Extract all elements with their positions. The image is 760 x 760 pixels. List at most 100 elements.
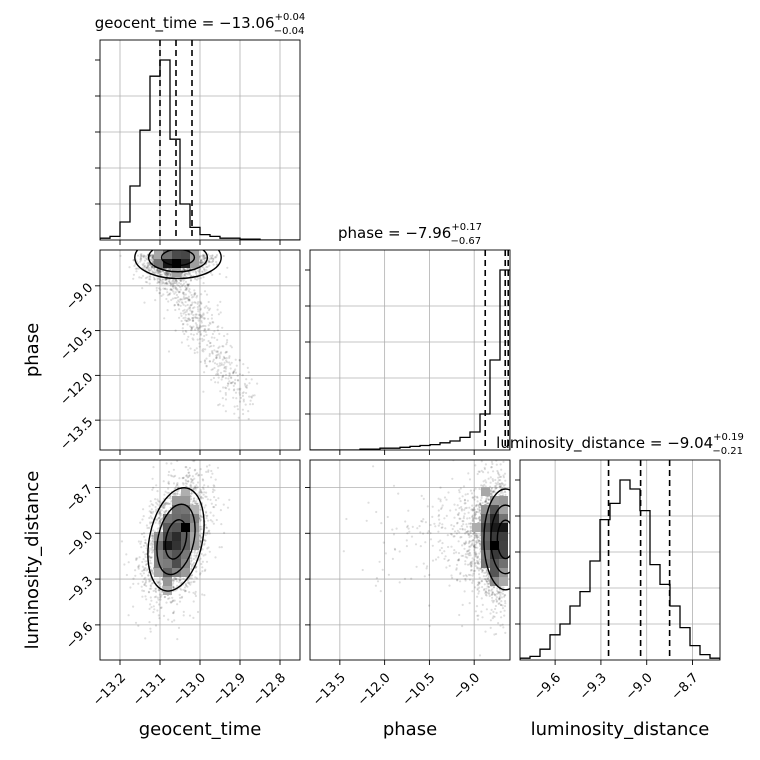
sample-point — [225, 350, 229, 353]
sample-point — [504, 483, 507, 486]
sample-point — [155, 601, 158, 604]
sample-point — [246, 384, 249, 387]
sample-point — [198, 268, 201, 272]
sample-point — [471, 509, 474, 512]
sample-point — [149, 585, 152, 588]
sample-point — [191, 316, 194, 320]
sample-point — [200, 259, 203, 262]
sample-point — [191, 318, 195, 322]
sample-point — [158, 271, 161, 274]
sample-point — [151, 260, 154, 263]
sample-point — [199, 317, 202, 320]
sample-point — [342, 550, 345, 553]
sample-point — [182, 614, 185, 617]
sample-point — [148, 578, 151, 581]
sample-point — [500, 591, 503, 594]
sample-point — [212, 505, 215, 509]
sample-point — [203, 328, 206, 331]
sample-point — [203, 268, 206, 271]
sample-point — [188, 273, 191, 276]
sample-point — [473, 489, 476, 492]
sample-point — [190, 303, 193, 306]
sample-point — [211, 254, 214, 258]
sample-point — [193, 349, 196, 352]
sample-point — [199, 540, 202, 543]
sample-point — [188, 298, 191, 301]
sample-point — [171, 284, 175, 288]
sample-point — [148, 269, 151, 272]
sample-point — [168, 502, 171, 506]
sample-point — [186, 581, 189, 584]
sample-point — [138, 564, 141, 567]
sample-point — [204, 539, 207, 542]
sample-point — [186, 323, 189, 326]
sample-point — [157, 581, 160, 584]
sample-point — [163, 493, 166, 496]
sample-point — [140, 253, 143, 256]
sample-point — [235, 397, 238, 400]
sample-point — [219, 300, 222, 303]
sample-point — [166, 291, 169, 294]
sample-point — [151, 544, 154, 547]
panel-area — [100, 250, 300, 450]
sample-point — [155, 519, 158, 522]
sample-point — [133, 264, 136, 267]
sample-point — [187, 468, 190, 471]
sample-point — [204, 362, 207, 365]
sample-point — [141, 595, 144, 598]
sample-point — [214, 381, 217, 384]
sample-point — [140, 259, 143, 262]
sample-point — [184, 296, 187, 299]
sample-point — [177, 296, 180, 299]
sample-point — [201, 270, 204, 273]
sample-point — [244, 384, 247, 387]
sample-point — [494, 478, 497, 482]
sample-point — [189, 560, 193, 563]
sample-point — [218, 272, 221, 276]
sample-point — [154, 498, 157, 501]
sample-point — [218, 546, 221, 549]
sample-point — [186, 309, 189, 312]
sample-point — [147, 591, 151, 594]
sample-point — [164, 267, 167, 271]
sample-point — [164, 271, 167, 274]
sample-point — [152, 276, 156, 279]
sample-point — [177, 284, 180, 287]
sample-point — [188, 614, 192, 617]
sample-point — [145, 266, 148, 269]
sample-point — [157, 522, 160, 525]
sample-point — [143, 567, 146, 570]
sample-point — [199, 330, 202, 333]
sample-point — [194, 292, 197, 295]
density-cell — [163, 559, 172, 568]
sample-point — [180, 596, 183, 599]
sample-point — [193, 499, 196, 502]
sample-point — [138, 556, 141, 559]
x-tick-label: −9.0 — [623, 670, 656, 703]
sample-point — [197, 473, 200, 477]
sample-point — [190, 574, 193, 577]
sample-point — [178, 579, 182, 582]
sample-point — [199, 277, 203, 280]
sample-point — [475, 535, 478, 538]
sample-point — [223, 365, 226, 369]
sample-point — [191, 296, 194, 299]
sample-point — [206, 532, 209, 535]
sample-point — [143, 259, 147, 262]
sample-point — [169, 497, 172, 500]
x-tick-label: −13.1 — [130, 670, 169, 709]
sample-point — [141, 560, 144, 564]
sample-point — [190, 326, 193, 329]
sample-point — [165, 273, 168, 276]
sample-point — [235, 364, 238, 367]
sample-point — [173, 280, 176, 283]
sample-point — [156, 269, 159, 272]
sample-point — [195, 457, 197, 459]
sample-point — [151, 549, 154, 552]
sample-point — [150, 253, 153, 256]
sample-point — [230, 346, 233, 349]
sample-point — [199, 360, 202, 363]
sample-point — [225, 276, 228, 279]
sample-point — [242, 398, 245, 401]
sample-point — [213, 485, 216, 488]
